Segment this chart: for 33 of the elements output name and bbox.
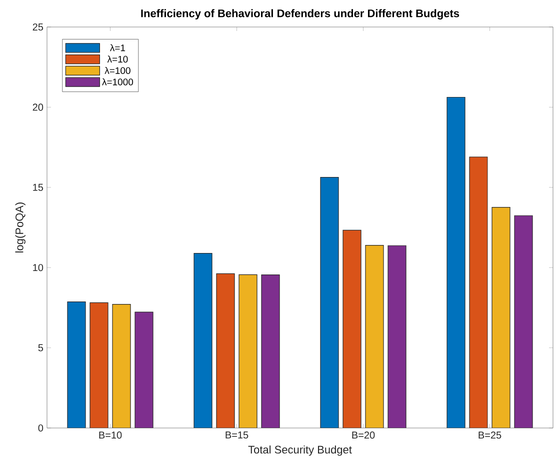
y-axis-title: log(PoQA) bbox=[15, 202, 26, 252]
y-tick-label: 5 bbox=[38, 344, 44, 352]
bar bbox=[388, 245, 406, 428]
y-tick-label: 0 bbox=[38, 424, 44, 432]
x-tick-label: B=15 bbox=[226, 432, 248, 439]
bar bbox=[216, 273, 235, 428]
y-tick-label: 10 bbox=[33, 264, 44, 272]
bar bbox=[514, 215, 533, 428]
bar bbox=[342, 230, 362, 428]
y-tick-label: 25 bbox=[32, 23, 44, 31]
bar bbox=[238, 274, 258, 428]
bar bbox=[469, 156, 488, 428]
bar bbox=[67, 301, 86, 428]
legend-label: λ=1 bbox=[110, 44, 126, 52]
y-tick-label: 20 bbox=[32, 104, 44, 111]
x-tick-label: B=10 bbox=[99, 432, 122, 439]
bar bbox=[446, 96, 466, 428]
legend-label: λ=100 bbox=[104, 66, 130, 74]
bar bbox=[112, 304, 131, 428]
bar bbox=[261, 274, 280, 428]
y-tick-label: 15 bbox=[33, 184, 44, 191]
x-tick-label: B=20 bbox=[352, 432, 375, 439]
bar bbox=[320, 176, 339, 428]
bar bbox=[492, 206, 510, 428]
bar bbox=[134, 312, 154, 428]
bar bbox=[194, 253, 212, 428]
legend-label: λ=10 bbox=[107, 56, 128, 63]
bar bbox=[365, 245, 384, 428]
legend-label: λ=1000 bbox=[102, 78, 134, 86]
x-tick-label: B=25 bbox=[478, 432, 502, 439]
chart-title: Inefficiency of Behavioral Defenders under Different Budgets bbox=[141, 9, 460, 20]
bar bbox=[90, 302, 108, 428]
x-axis-title: Total Security Budget bbox=[248, 445, 352, 456]
